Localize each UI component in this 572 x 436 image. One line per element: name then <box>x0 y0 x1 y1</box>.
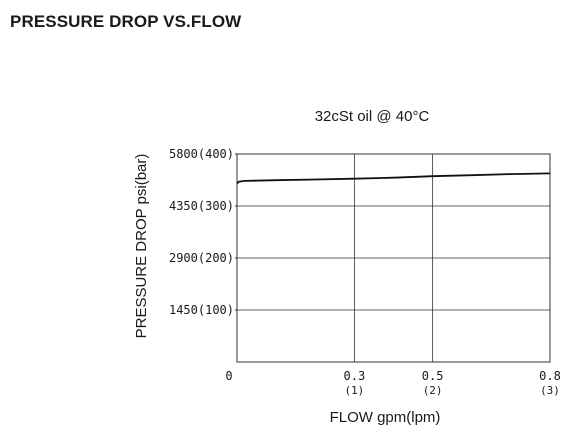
tick-layer: 1450(100) 2900(200) 4350(300) 5800(400) 0 0.3… <box>169 147 561 397</box>
y-axis-title: PRESSURE DROP psi(bar) <box>133 154 150 339</box>
pressure-drop-line <box>236 172 551 185</box>
grid-layer <box>237 154 550 362</box>
y-tick-label-3: 5800(400) <box>169 147 234 161</box>
x-tick-label-3: 0.8 <box>539 369 561 383</box>
x-axis-title: FLOW gpm(lpm) <box>330 409 441 426</box>
x-tick-sublabel-3: (3) <box>540 384 560 397</box>
x-tick-sublabel-2: (2) <box>423 384 443 397</box>
y-tick-label-2: 4350(300) <box>169 199 234 213</box>
x-tick-sublabel-1: (1) <box>344 384 364 397</box>
x-tick-label-0: 0 <box>225 369 232 383</box>
y-tick-label-1: 2900(200) <box>169 251 234 265</box>
page-heading: PRESSURE DROP VS.FLOW <box>10 12 242 31</box>
chart-subtitle: 32cSt oil @ 40°C <box>315 108 430 125</box>
x-tick-label-2: 0.5 <box>422 369 444 383</box>
x-tick-label-1: 0.3 <box>344 369 366 383</box>
y-tick-label-0: 1450(100) <box>169 303 234 317</box>
